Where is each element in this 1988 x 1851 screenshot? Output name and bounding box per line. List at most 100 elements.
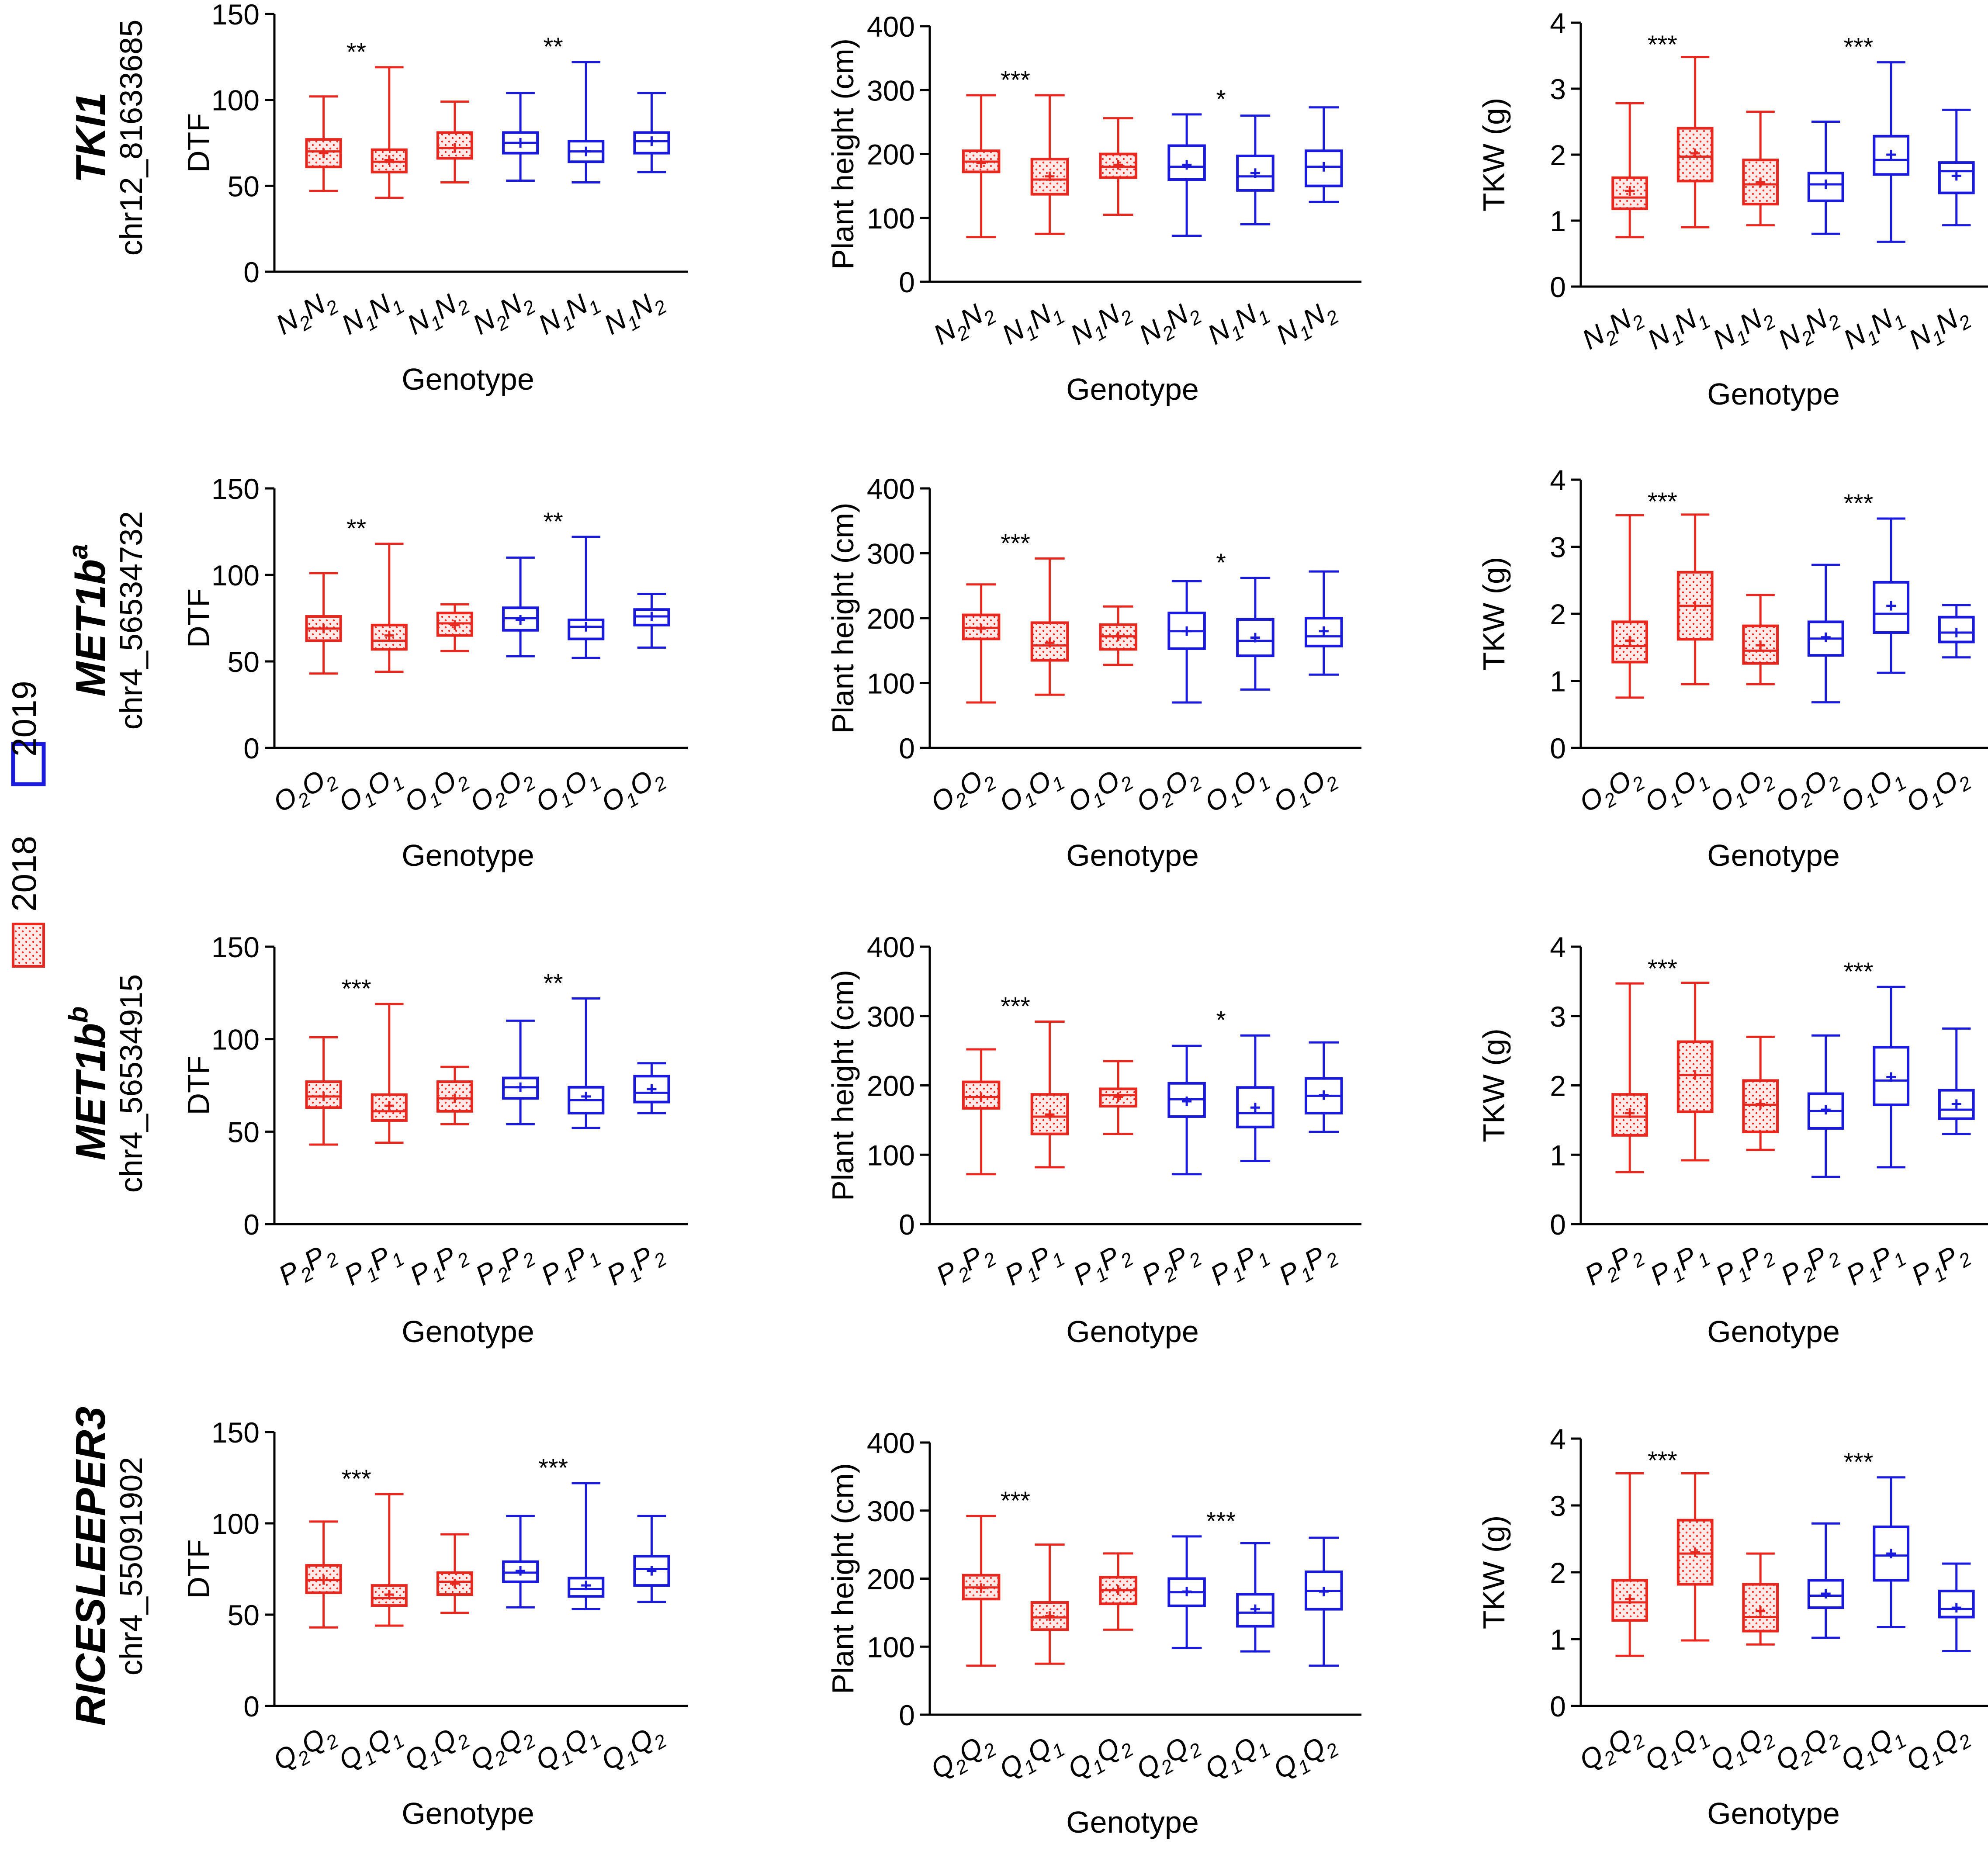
x-tick-label: Q2Q2 xyxy=(268,1717,343,1781)
y-axis-label: Plant height (cm) xyxy=(826,970,860,1201)
mean-marker xyxy=(1821,1588,1831,1598)
y-tick-label: 150 xyxy=(211,931,260,963)
y-axis-label: Plant height (cm) xyxy=(826,1463,860,1694)
mean-marker xyxy=(384,630,394,640)
box-iqr xyxy=(1938,1589,1975,1619)
x-tick-label: Q2Q2 xyxy=(925,1726,1000,1790)
x-tick-label: O1O2 xyxy=(399,759,474,823)
box-3-2019 xyxy=(1167,113,1206,237)
box-4-2019 xyxy=(1873,986,1910,1169)
mean-marker xyxy=(1625,636,1635,646)
x-tick-label: Q2Q2 xyxy=(464,1717,539,1781)
x-axis-label: Genotype xyxy=(1707,838,1840,872)
mean-marker xyxy=(1182,626,1192,636)
x-tick-label: N1N1 xyxy=(997,293,1068,355)
x-tick-label: Q1Q1 xyxy=(530,1717,605,1781)
mean-marker xyxy=(1690,148,1700,158)
box-0-2018 xyxy=(962,583,1001,704)
mean-marker xyxy=(1045,171,1055,181)
mean-marker xyxy=(1250,1103,1260,1113)
x-tick-label: N2N2 xyxy=(1134,293,1205,355)
x-tick-label: N2N2 xyxy=(1773,298,1844,360)
mean-marker xyxy=(1951,1099,1961,1109)
box-3-2019 xyxy=(502,1515,539,1609)
box-4-2019 xyxy=(568,1482,605,1610)
box-2-2018 xyxy=(1742,594,1779,685)
mean-marker xyxy=(319,1575,329,1585)
x-tick-label: O2O2 xyxy=(464,759,539,823)
box-1-2018 xyxy=(1030,557,1069,696)
x-tick-label: P1P1 xyxy=(1841,1235,1910,1296)
significance-annotation: * xyxy=(1216,549,1226,577)
box-1-2018 xyxy=(1030,1543,1069,1665)
y-axis-label: TKW (g) xyxy=(1477,98,1511,212)
y-tick-label: 4 xyxy=(1550,7,1566,39)
x-axis-label: Genotype xyxy=(1707,377,1840,411)
box-2-2018 xyxy=(1099,1060,1138,1135)
x-tick-label: Q1Q1 xyxy=(1639,1717,1714,1781)
y-tick-label: 0 xyxy=(899,732,915,765)
y-tick-label: 0 xyxy=(899,1208,915,1241)
y-tick-label: 0 xyxy=(243,732,260,765)
mean-marker xyxy=(1045,1611,1055,1621)
box-2-2018 xyxy=(436,100,473,183)
significance-annotation: *** xyxy=(1648,31,1677,59)
mean-marker xyxy=(581,1581,591,1591)
mean-marker xyxy=(1113,1585,1123,1595)
y-tick-label: 0 xyxy=(1550,271,1566,303)
y-tick-label: 2 xyxy=(1550,139,1566,171)
mean-marker xyxy=(516,1082,526,1092)
mean-marker xyxy=(1045,1110,1055,1120)
y-tick-label: 400 xyxy=(867,473,915,505)
significance-annotation: *** xyxy=(538,1454,568,1482)
x-tick-label: Q1Q2 xyxy=(1901,1717,1975,1781)
significance-annotation: *** xyxy=(1844,489,1874,518)
y-axis-label: Plant height (cm) xyxy=(826,38,860,270)
y-tick-label: 100 xyxy=(211,84,260,117)
mean-marker xyxy=(319,623,329,633)
y-tick-label: 3 xyxy=(1550,531,1566,564)
x-axis-label: Genotype xyxy=(1066,1805,1199,1839)
mean-marker xyxy=(1951,1603,1961,1613)
y-tick-label: 100 xyxy=(867,202,915,235)
significance-annotation: * xyxy=(1216,85,1226,114)
box-3-2019 xyxy=(1807,1522,1844,1639)
box-5-2019 xyxy=(1304,106,1343,203)
y-tick-label: 150 xyxy=(211,473,260,505)
x-tick-label: O1O1 xyxy=(1836,759,1910,823)
marker-id: chr4_55091902 xyxy=(114,1457,149,1675)
y-tick-label: 200 xyxy=(867,1563,915,1595)
gene-name-text: MET1b xyxy=(67,559,114,697)
y-tick-label: 300 xyxy=(867,1495,915,1527)
box-5-2019 xyxy=(1304,1536,1343,1667)
mean-marker xyxy=(581,146,591,156)
x-tick-label: N1N1 xyxy=(1838,298,1910,360)
mean-marker xyxy=(1319,626,1329,636)
marker-id: chr4_56534732 xyxy=(114,511,149,730)
legend-label-2019: 2019 xyxy=(5,681,43,757)
y-tick-label: 300 xyxy=(867,538,915,570)
y-tick-label: 0 xyxy=(1550,1208,1566,1241)
mean-marker xyxy=(976,623,986,633)
legend-swatch-2018 xyxy=(12,923,45,968)
y-tick-label: 4 xyxy=(1550,931,1566,963)
x-tick-label: Q1Q1 xyxy=(1199,1726,1274,1790)
box-2-2018 xyxy=(1742,111,1779,227)
gene-name-text: MET1b xyxy=(67,1023,114,1161)
x-tick-label: N1N2 xyxy=(1903,298,1975,360)
mean-marker xyxy=(516,138,526,148)
significance-annotation: *** xyxy=(1844,33,1874,62)
y-tick-label: 3 xyxy=(1550,1490,1566,1522)
box-iqr xyxy=(1807,172,1844,202)
significance-annotation: *** xyxy=(1648,1446,1677,1475)
box-5-2019 xyxy=(633,92,670,173)
box-1-2018 xyxy=(1030,94,1069,235)
mean-marker xyxy=(1625,1594,1635,1604)
y-tick-label: 100 xyxy=(211,1508,260,1540)
significance-annotation: *** xyxy=(1001,66,1030,94)
